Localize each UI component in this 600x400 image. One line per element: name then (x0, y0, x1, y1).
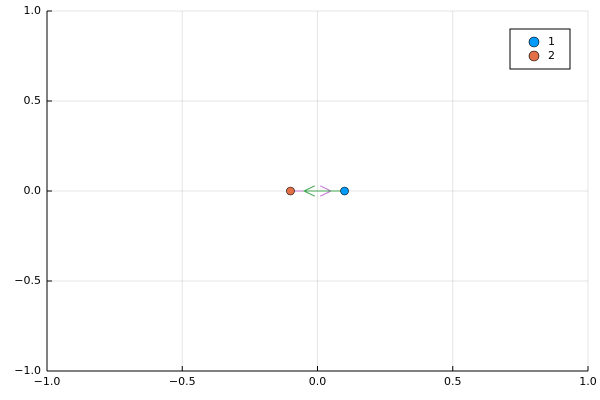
point (340, 186, 349, 196)
x-tick-label: 0.0 (309, 375, 327, 388)
y-tick-label: −0.5 (14, 274, 41, 287)
legend-marker (528, 50, 540, 62)
y-tick-label: 0.0 (24, 184, 42, 197)
x-tick-label: 1.0 (579, 375, 597, 388)
legend-label: 2 (548, 49, 555, 62)
y-tick-label: 0.5 (24, 94, 42, 107)
legend-box (509, 28, 571, 70)
legend-label: 1 (548, 35, 555, 48)
y-tick-label: −1.0 (14, 364, 41, 377)
point (286, 186, 295, 196)
x-tick-label: −1.0 (34, 375, 61, 388)
x-tick-label: −0.5 (169, 375, 196, 388)
legend-marker (528, 36, 540, 48)
y-tick-label: 1.0 (24, 4, 42, 17)
arrow-head (302, 185, 315, 197)
x-tick-label: 0.5 (444, 375, 462, 388)
